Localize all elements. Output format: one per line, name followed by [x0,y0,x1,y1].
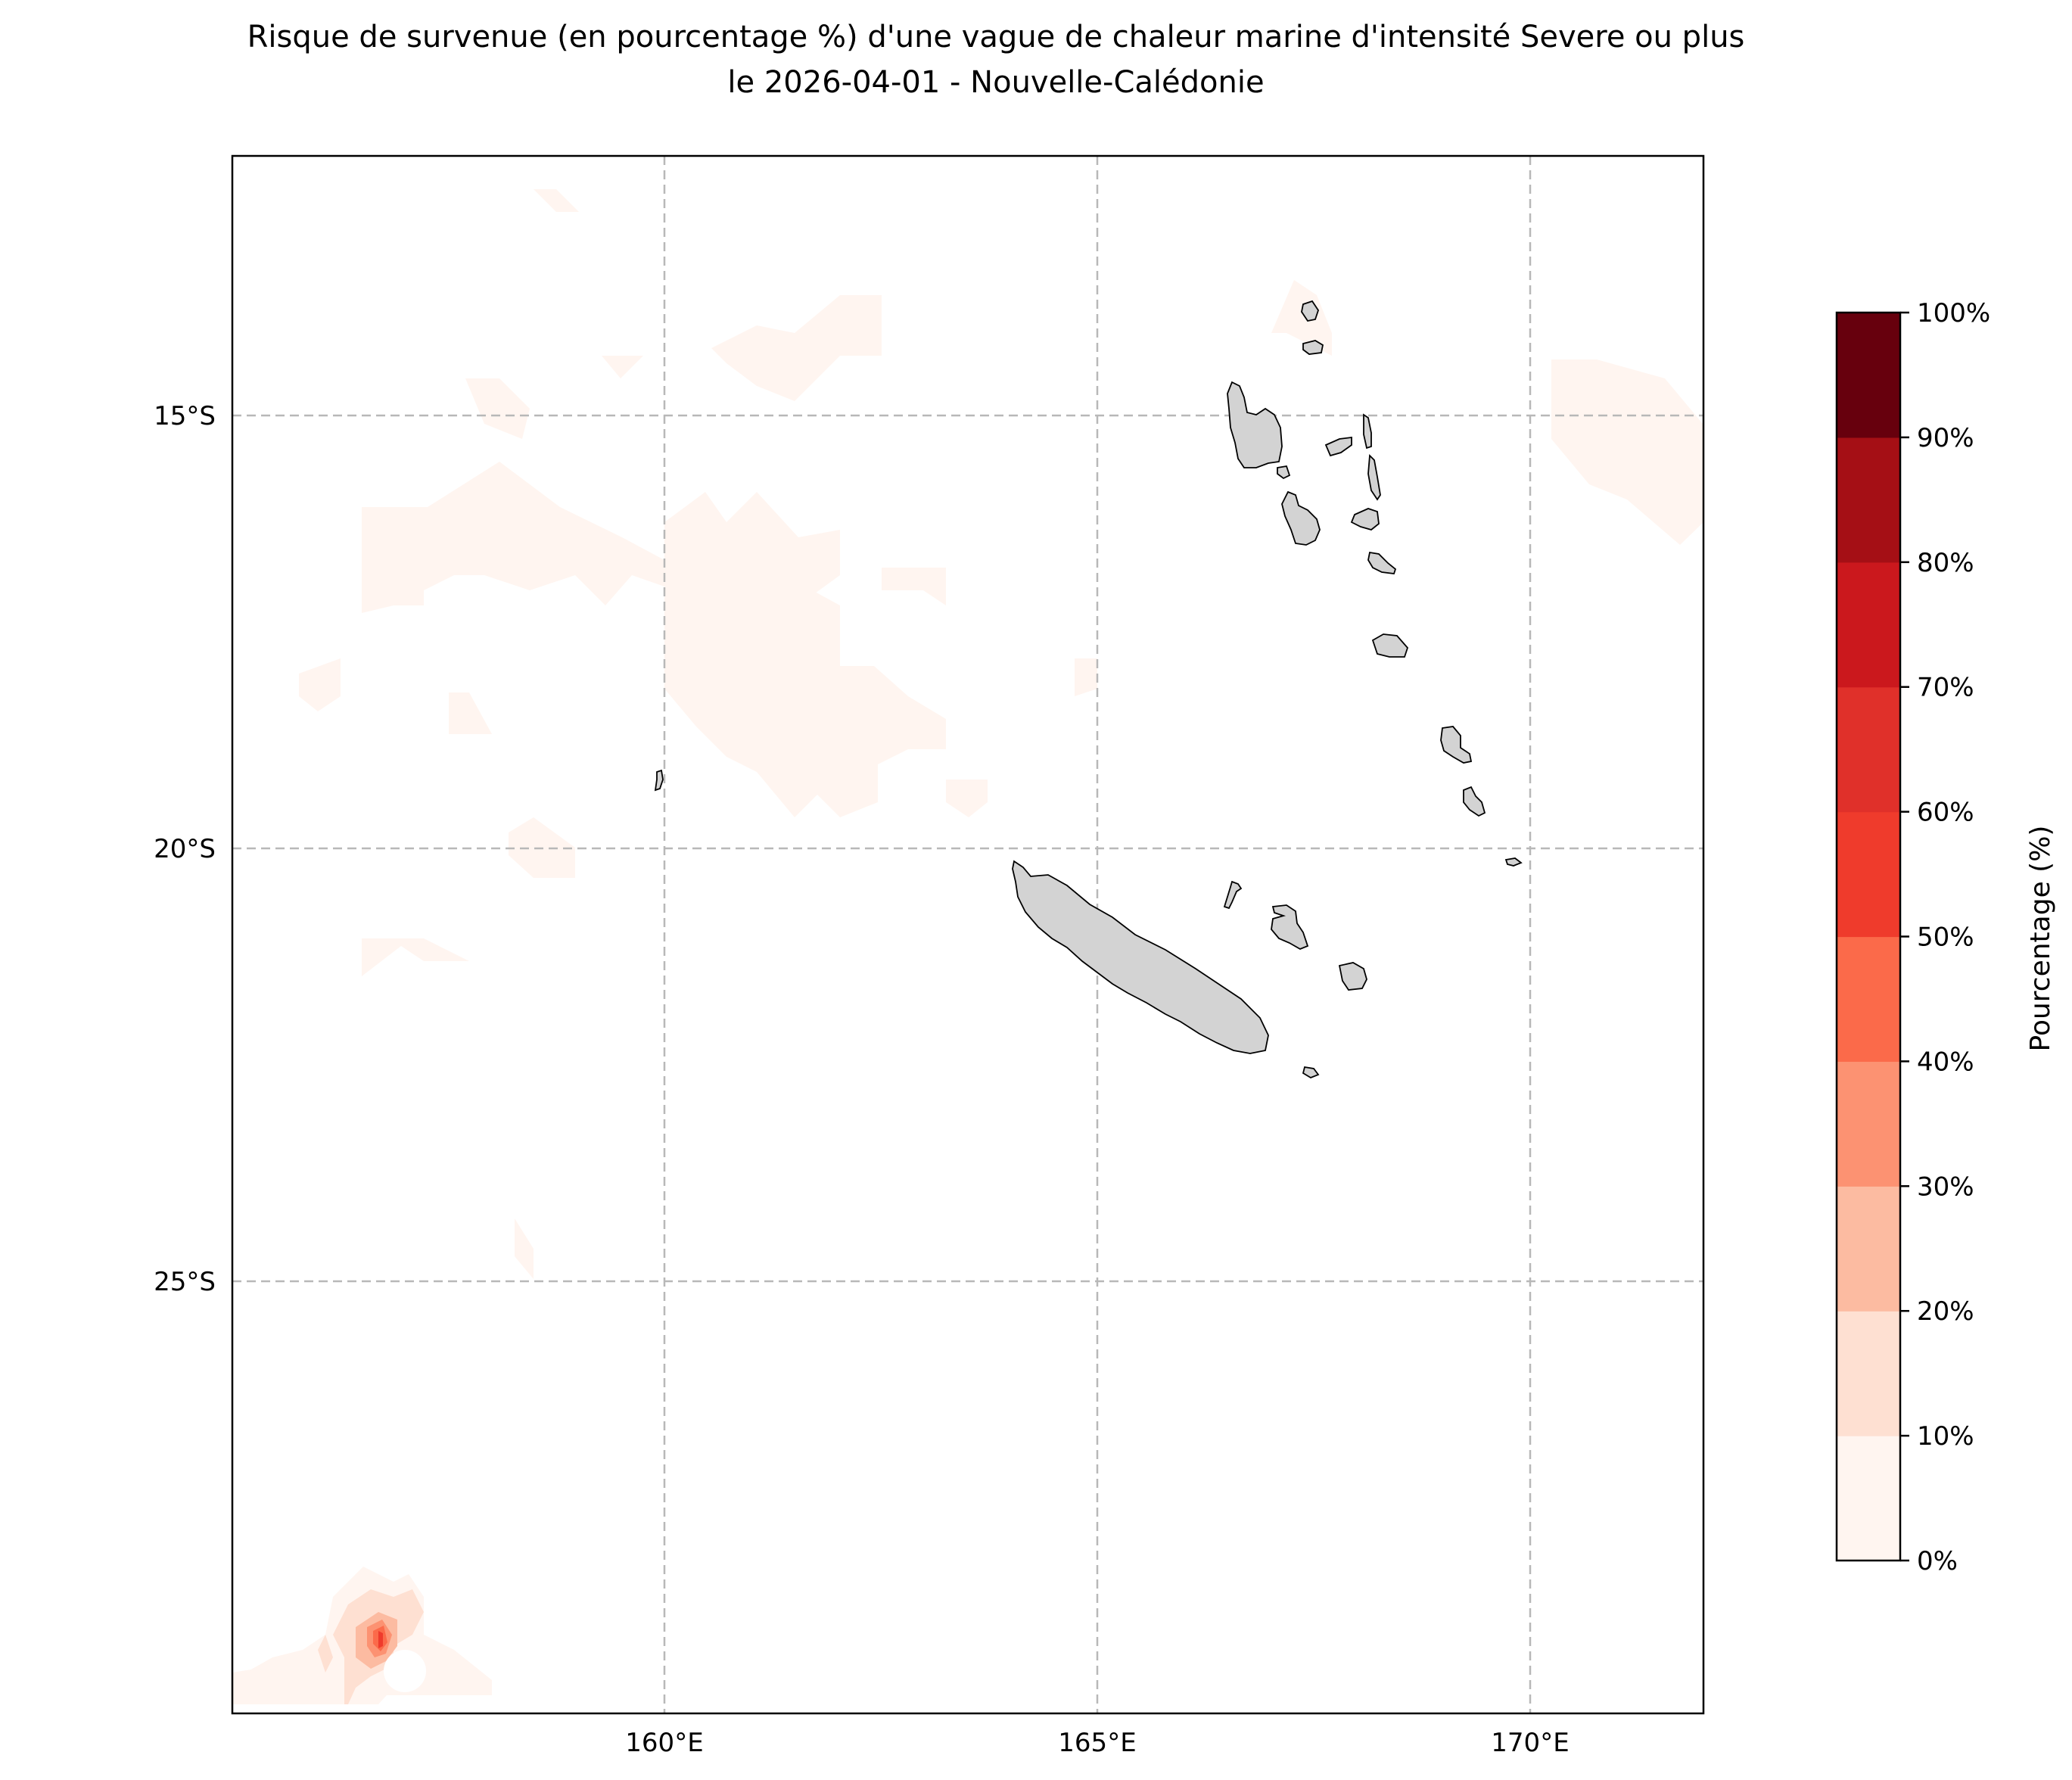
colorbar-segment [1837,562,1900,688]
x-tick-labels: 160°E 165°E 170°E [625,1728,1569,1758]
risk-patch [664,560,946,817]
colorbar-segment [1837,1186,1900,1312]
ambae-island [1324,436,1352,457]
risk-patch [465,378,530,439]
risk-patch [449,692,492,734]
risk-patch [318,1635,333,1673]
erromango-island [1371,633,1409,658]
risk-patch [1271,280,1332,356]
risk-patch [882,568,946,605]
risk-hotspot [232,1589,426,1704]
colorbar-tick-label: 30% [1917,1172,1974,1202]
maewo-island [1363,413,1372,450]
gridlines [232,156,1703,1713]
malekula-island [1281,490,1321,546]
colorbar-tick-label: 20% [1917,1296,1974,1327]
y-tick-label: 25°S [154,1267,216,1297]
colorbar-segment [1837,686,1900,813]
risk-patch [515,1218,534,1279]
espiritu-santo-island [1227,381,1283,468]
y-tick-labels: 15°S 20°S 25°S [154,401,216,1297]
title-line-1: Risque de survenue (en pourcentage %) d'… [247,20,1745,54]
colorbar-tick-label: 90% [1917,423,1974,453]
ile-des-pins-island [1302,1066,1320,1079]
colorbar-tick-label: 70% [1917,673,1974,703]
risk-patch [534,189,579,212]
aneityum-island [1463,786,1486,817]
colorbar-tick-label: 0% [1917,1546,1958,1576]
risk-patch [1551,359,1703,545]
y-tick-label: 15°S [154,401,216,431]
risk-patch [602,356,643,378]
colorbar-tick-label: 10% [1917,1421,1974,1452]
colorbar: 0% 10% 20% 30% 40% 50% 60% 70% 80% 90% 100% [1835,298,1990,1576]
map-frame [231,154,1705,1715]
torres-islands [1301,300,1319,322]
chesterfield-island [654,769,664,792]
epi-island [1350,508,1380,531]
ouvea-island [1223,880,1243,910]
risk-gap [384,1650,426,1692]
map-area [231,154,1705,1715]
risk-patch [378,1631,383,1648]
hunter-matthew-island [1504,857,1523,867]
colorbar-title: Pourcentage (%) [2025,826,2056,1052]
map-background [232,156,1703,1713]
colorbar-tick-label: 60% [1917,798,1974,828]
colorbar-segment [1837,437,1900,563]
colorbar-segment [1837,313,1900,438]
lifou-island [1271,904,1309,950]
risk-patch [946,780,988,817]
land-masses [654,300,1523,1079]
colorbar-tick-label: 80% [1917,548,1974,578]
risk-patch [1075,658,1097,696]
colorbar-tick-label: 40% [1917,1047,1974,1077]
tanna-island [1440,726,1473,764]
x-tick-label: 170°E [1491,1728,1569,1758]
malo-island [1277,465,1291,480]
colorbar-tick-label: 100% [1917,298,1990,328]
y-tick-label: 20°S [154,834,216,864]
colorbar-tick-label: 50% [1917,923,1974,953]
risk-patch [362,938,469,976]
colorbar-segment [1837,1311,1900,1436]
pentecost-island [1367,453,1381,501]
efate-island [1367,551,1397,574]
risk-patch [711,295,882,401]
colorbar-segment [1837,1061,1900,1187]
x-tick-label: 160°E [625,1728,703,1758]
title-line-2: le 2026-04-01 - Nouvelle-Calédonie [727,65,1264,100]
banks-islands [1302,340,1324,355]
grande-terre-island [1012,860,1269,1054]
colorbar-segment [1837,811,1900,938]
colorbar-segment [1837,936,1900,1062]
risk-patch [299,658,341,711]
colorbar-segment [1837,1436,1900,1561]
mare-island [1338,962,1367,991]
x-tick-label: 165°E [1058,1728,1136,1758]
